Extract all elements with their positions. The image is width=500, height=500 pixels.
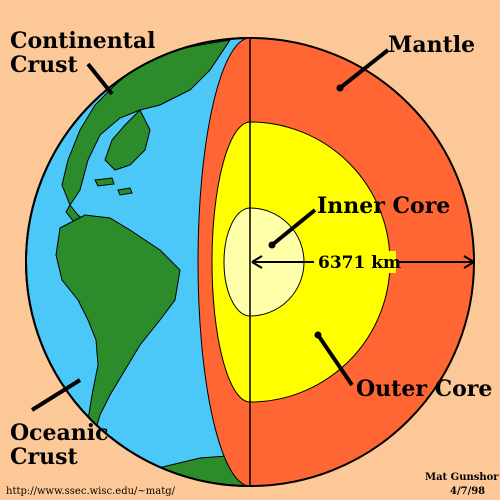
outer-core-pointer-dot bbox=[314, 331, 322, 339]
inner-core-label: Inner Core bbox=[317, 193, 450, 219]
inner-core-left bbox=[223, 207, 250, 317]
radius-label: 6371 km bbox=[318, 253, 401, 273]
oceanic-crust-label-line2: Crust bbox=[10, 444, 78, 470]
outer-core-label: Outer Core bbox=[356, 376, 492, 402]
north-america-landmass bbox=[61, 39, 232, 207]
continental-crust-pointer bbox=[86, 62, 114, 96]
arrow-head-right bbox=[463, 255, 475, 269]
caribbean-islands bbox=[94, 177, 133, 196]
south-america-landmass bbox=[55, 214, 181, 434]
outer-core-pointer bbox=[316, 333, 354, 387]
inner-core-pointer bbox=[270, 208, 317, 247]
date-credit: 4/7/98 bbox=[450, 486, 485, 497]
author-credit: Mat Gunshor bbox=[425, 472, 499, 483]
arrow-head-left bbox=[251, 255, 263, 269]
radius-label-bg bbox=[314, 251, 396, 273]
radius-arrow bbox=[251, 251, 475, 273]
continental-crust-label-line1: Continental bbox=[10, 28, 155, 54]
oceanic-crust-pointer bbox=[30, 378, 82, 412]
cutaway-left bbox=[197, 37, 250, 487]
pointer-lines bbox=[30, 48, 390, 412]
continental-crust-label-line2: Crust bbox=[10, 52, 78, 78]
continents bbox=[55, 39, 250, 486]
oceanic-crust-label-line1: Oceanic bbox=[10, 420, 109, 446]
mantle-label: Mantle bbox=[388, 32, 475, 58]
globe-surface bbox=[25, 37, 250, 487]
mantle-pointer-dot bbox=[336, 84, 344, 92]
mantle-pointer bbox=[338, 48, 390, 90]
inner-core-pointer-dot bbox=[268, 241, 276, 249]
north-america-coast bbox=[104, 109, 151, 171]
globe-outline bbox=[25, 37, 250, 487]
source-url: http://www.ssec.wisc.edu/~matg/ bbox=[6, 486, 176, 497]
